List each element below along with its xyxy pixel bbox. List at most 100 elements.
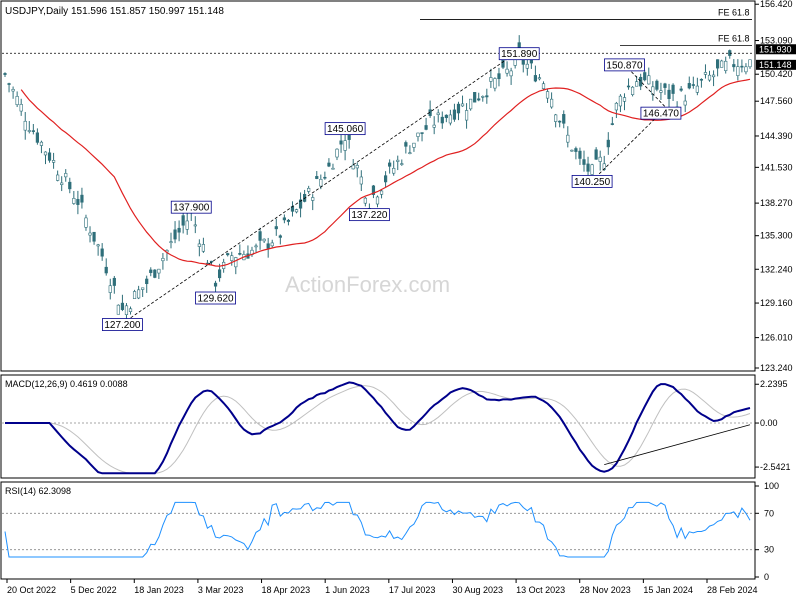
candle-body [448,114,452,124]
candle-body [618,95,623,107]
fib-label: FE 61.8 [718,8,750,18]
x-tick-label: 5 Dec 2022 [71,585,117,595]
macd-title: MACD(12,26,9) 0.4619 0.0088 [5,379,128,389]
price-annotation-box [349,208,390,222]
candle-body [707,74,712,81]
candle-body [43,151,48,156]
candle-body [201,244,205,252]
candle-body [582,159,586,165]
candle-body [570,149,574,152]
high-price-label: 151.930 [759,44,792,54]
candle-body [72,198,76,204]
price-annotation: 150.870 [606,60,643,71]
current-price-tag [756,59,796,70]
y-tick-label: 144.390 [760,131,793,141]
price-panel [0,0,756,372]
candle-body [331,167,335,170]
candle-body [149,269,153,273]
candle-body [226,253,230,256]
candle-body [635,81,639,87]
y-tick-label: 138.270 [760,198,793,208]
candle-body [550,98,554,108]
candle-body [76,199,80,205]
trend-line [122,53,516,324]
candle-body [396,159,400,162]
candle-body [699,78,704,81]
candle-body [432,124,436,128]
candle-body [744,66,748,73]
candle-body [27,130,31,132]
price-annotation: 127.200 [104,320,141,331]
candle-body [477,98,481,101]
candle-body [270,242,274,247]
candle-body [489,77,493,82]
price-title: USDJPY,Daily 151.596 151.857 150.997 151… [5,6,224,17]
candle-body [197,243,201,247]
candle-body [574,148,578,152]
candle-body [558,120,562,123]
candle-body [120,302,125,310]
candle-body [626,85,631,88]
candle-body [724,60,728,71]
candle-body [473,92,477,103]
candle-body [663,83,667,88]
candle-body [412,142,416,148]
candle-body [274,226,278,230]
price-annotation-box [102,318,143,331]
candle-body [497,73,501,80]
candle-body [238,253,242,255]
candle-body [711,74,716,78]
candle-body [68,181,72,190]
candle-body [630,86,635,95]
x-tick-label: 3 Mar 2023 [198,585,244,595]
y-tick-label: 156.420 [760,0,793,9]
candle-body [266,243,270,249]
candle-body [60,182,64,185]
candle-body [307,187,311,192]
candle-body [157,268,161,274]
candle-body [485,95,489,98]
rsi-y-tick-label: 70 [764,508,774,518]
macd-y-tick-label: 2.2395 [760,379,788,389]
rsi-line [4,501,751,558]
price-annotation: 145.060 [327,124,364,135]
candle-body [108,285,112,293]
candle-body [23,120,27,131]
candle-body [748,59,752,68]
candle-body [294,209,299,213]
candle-body [351,164,355,170]
candle-body [181,215,185,226]
candle-body [363,197,367,204]
y-tick-label: 135.300 [760,231,793,241]
x-tick-label: 15 Jan 2024 [643,585,693,595]
candle-body [39,141,44,146]
candle-body [400,163,404,165]
candle-body [217,269,222,279]
candle-body [100,248,104,257]
candle-body [740,65,744,68]
price-annotation-box [195,291,236,305]
rsi-y-tick-label: 100 [764,481,779,491]
candle-body [185,220,189,230]
rsi-title: RSI(14) 62.3098 [5,486,71,496]
candle-body [521,60,525,65]
candle-body [213,282,218,287]
x-tick-label: 13 Oct 2023 [516,585,565,595]
x-tick-label: 17 Jul 2023 [389,585,436,595]
candle-body [655,80,659,90]
candle-body [161,258,165,262]
candle-body [96,244,100,247]
candle-body [230,255,234,261]
fib-label: FE 61.8 [718,33,750,43]
macd-line [5,381,751,475]
price-annotation: 137.900 [173,203,210,214]
candle-body [716,59,720,69]
y-tick-label: 147.560 [760,96,793,106]
candle-body [124,305,129,315]
candle-body [116,304,120,315]
rsi-y-tick-label: 0 [764,572,769,582]
y-tick-label: 123.240 [760,363,793,373]
candle-body [234,257,238,268]
candle-body [323,176,327,179]
candle-body [622,97,627,102]
